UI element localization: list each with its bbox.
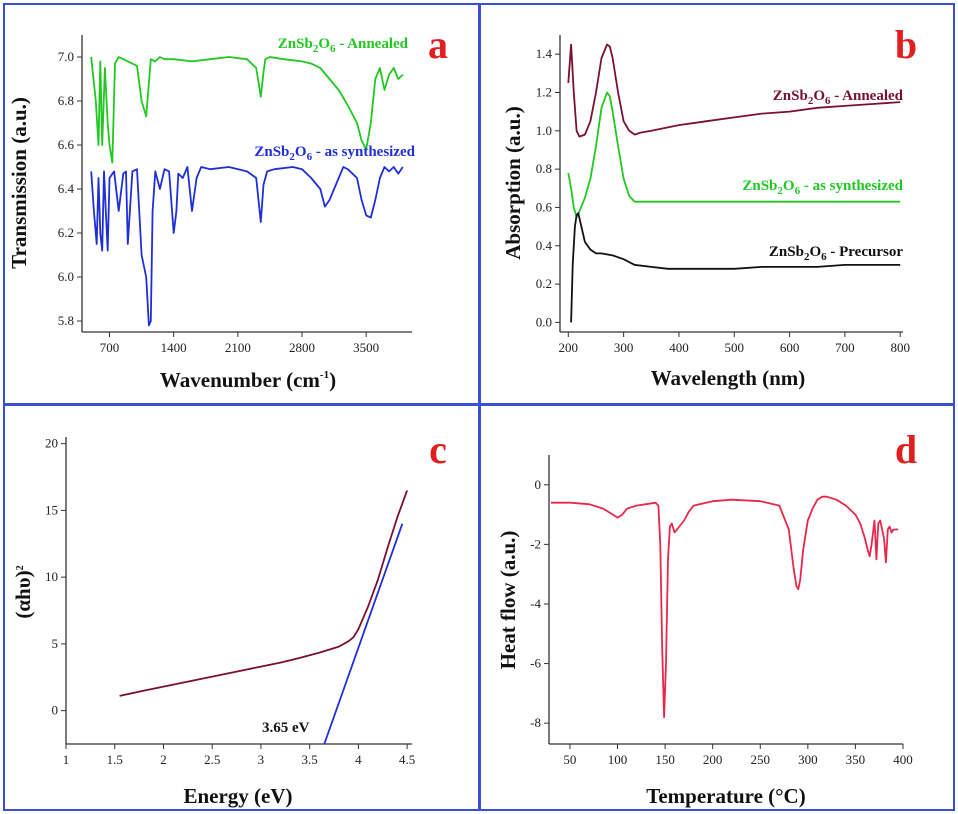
y-tick-label-b: 0.2 xyxy=(536,276,552,291)
x-tick-label-c: 1 xyxy=(63,752,70,767)
x-tick-label-c: 3.5 xyxy=(302,752,318,767)
y-tick-label-d: -4 xyxy=(530,596,541,611)
panel-d xyxy=(479,404,955,811)
x-tick-label-a: 1400 xyxy=(161,340,187,355)
y-tick-label-b: 1.4 xyxy=(536,46,553,61)
series-label-a-synth: ZnSb2O6 - as synthesized xyxy=(254,144,415,163)
y-tick-label-a: 6.8 xyxy=(58,93,74,108)
y-tick-label-a: 6.0 xyxy=(58,269,74,284)
x-tick-label-d: 50 xyxy=(563,752,576,767)
series-line-b-1 xyxy=(567,91,901,218)
panel-letter-c: c xyxy=(429,427,447,472)
x-tick-label-d: 400 xyxy=(893,752,913,767)
y-tick-label-b: 0.6 xyxy=(536,199,553,214)
series-label-b-synth: ZnSb2O6 - as synthesized xyxy=(742,178,903,197)
x-tick-label-b: 500 xyxy=(725,340,745,355)
y-tick-label-b: 1.2 xyxy=(536,84,552,99)
x-tick-label-a: 3500 xyxy=(353,340,379,355)
x-tick-label-d: 300 xyxy=(798,752,818,767)
series-line-b-0 xyxy=(567,43,901,138)
x-axis-label-c: Energy (eV) xyxy=(183,784,292,808)
y-tick-label-c: 5 xyxy=(52,636,59,651)
series-line-b-2 xyxy=(570,212,901,323)
y-tick-label-a: 5.8 xyxy=(58,313,74,328)
panel-letter-a: a xyxy=(428,22,448,67)
x-tick-label-c: 4.5 xyxy=(399,752,415,767)
y-tick-label-c: 15 xyxy=(45,502,58,517)
y-tick-label-d: -6 xyxy=(530,656,541,671)
x-axis-label-d: Temperature (°C) xyxy=(646,784,805,808)
series-line-a-0 xyxy=(90,56,404,164)
panel-letter-d: d xyxy=(895,427,917,472)
y-tick-label-d: 0 xyxy=(535,477,542,492)
x-tick-label-a: 2800 xyxy=(289,340,315,355)
y-tick-label-b: 0.4 xyxy=(536,238,553,253)
y-tick-label-b: 0.0 xyxy=(536,314,552,329)
x-tick-label-b: 700 xyxy=(835,340,855,355)
series-line-d-0 xyxy=(550,495,899,719)
series-line-c-1 xyxy=(323,523,404,745)
panel-letter-b: b xyxy=(895,22,917,67)
y-axis-label-c: (αhυ)2 xyxy=(11,565,35,618)
y-axis-label-a: Transmission (a.u.) xyxy=(7,97,31,269)
x-tick-label-b: 200 xyxy=(559,340,579,355)
x-tick-label-c: 3 xyxy=(258,752,265,767)
x-tick-label-b: 800 xyxy=(890,340,910,355)
x-tick-label-a: 700 xyxy=(100,340,120,355)
series-label-a-annealed: ZnSb2O6 - Annealed xyxy=(278,36,409,55)
series-line-c-0 xyxy=(119,490,408,697)
x-axis-label-a: Wavenumber (cm-1) xyxy=(160,368,336,392)
x-tick-label-b: 400 xyxy=(669,340,689,355)
bandgap-annotation: 3.65 eV xyxy=(262,720,310,736)
y-axis-label-b: Absorption (a.u.) xyxy=(501,106,525,259)
x-tick-label-d: 200 xyxy=(703,752,723,767)
panel-b xyxy=(479,3,955,405)
series-line-a-1 xyxy=(90,166,404,327)
y-tick-label-b: 1.0 xyxy=(536,123,552,138)
y-tick-label-b: 0.8 xyxy=(536,161,552,176)
x-tick-label-d: 350 xyxy=(846,752,866,767)
panel-c xyxy=(3,404,480,811)
x-tick-label-d: 150 xyxy=(655,752,675,767)
x-tick-label-a: 2100 xyxy=(225,340,251,355)
x-tick-label-c: 1.5 xyxy=(107,752,123,767)
y-tick-label-a: 7.0 xyxy=(58,49,74,64)
x-tick-label-d: 100 xyxy=(608,752,628,767)
y-tick-label-d: -2 xyxy=(530,536,541,551)
x-tick-label-c: 2.5 xyxy=(204,752,220,767)
y-tick-label-a: 6.4 xyxy=(58,181,75,196)
y-tick-label-c: 0 xyxy=(52,703,59,718)
y-tick-label-c: 10 xyxy=(45,569,58,584)
x-tick-label-c: 2 xyxy=(160,752,167,767)
y-tick-label-c: 20 xyxy=(45,436,58,451)
series-label-b-annealed: ZnSb2O6 - Annealed xyxy=(773,88,904,107)
x-tick-label-c: 4 xyxy=(355,752,362,767)
series-label-b-precursor: ZnSb2O6 - Precursor xyxy=(769,244,903,263)
y-tick-label-d: -8 xyxy=(530,715,541,730)
y-tick-label-a: 6.6 xyxy=(58,137,75,152)
x-tick-label-d: 250 xyxy=(751,752,771,767)
x-axis-label-b: Wavelength (nm) xyxy=(651,366,806,390)
x-tick-label-b: 300 xyxy=(614,340,634,355)
x-tick-label-b: 600 xyxy=(780,340,800,355)
y-tick-label-a: 6.2 xyxy=(58,225,74,240)
y-axis-label-d: Heat flow (a.u.) xyxy=(496,531,520,670)
